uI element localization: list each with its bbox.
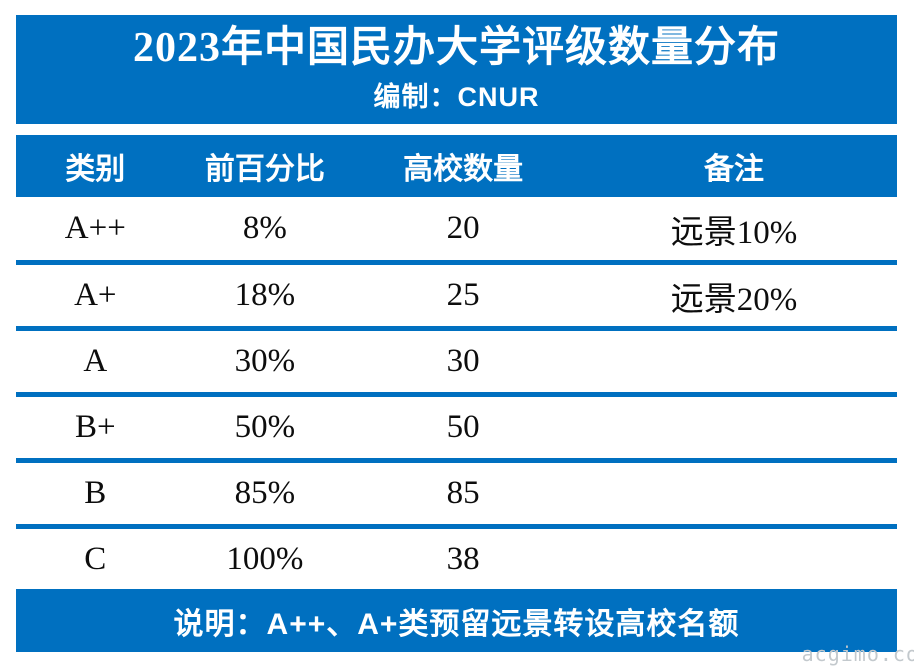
cell-category: A++ — [64, 210, 126, 246]
table-row: B 85% 85 — [16, 463, 897, 529]
cell-note: 远景10% — [670, 214, 798, 251]
page-title: 2023年中国民办大学评级数量分布 — [132, 25, 780, 72]
table-row: A 30% 30 — [16, 331, 897, 397]
table-body: A++ 8% 20 远景10% A+ 18% 25 远景20% A 30% 30… — [16, 197, 897, 589]
cell-count: 30 — [446, 343, 480, 379]
table-row: A+ 18% 25 远景20% — [16, 265, 897, 331]
table-row: A++ 8% 20 远景10% — [16, 197, 897, 265]
cell-count: 25 — [446, 277, 480, 313]
column-header-top-percentage: 前百分比 — [204, 153, 325, 186]
cell-count: 38 — [446, 540, 480, 577]
cell-percent: 8% — [242, 210, 287, 246]
cell-category: B+ — [74, 409, 116, 445]
cell-percent: 85% — [234, 475, 296, 511]
column-header-category: 类别 — [65, 153, 126, 186]
watermark: acgimo.co — [801, 642, 914, 666]
rating-table-infographic: 2023年中国民办大学评级数量分布 编制：CNUR 类别 前百分比 高校数量 备… — [16, 15, 914, 666]
cell-count: 85 — [446, 475, 480, 511]
cell-category: C — [84, 540, 107, 577]
cell-percent: 100% — [226, 540, 304, 577]
footer-note: 说明：A++、A+类预留远景转设高校名额 — [173, 607, 740, 641]
cell-percent: 18% — [234, 277, 296, 313]
page-subtitle: 编制：CNUR — [373, 81, 540, 112]
title-band: 2023年中国民办大学评级数量分布 编制：CNUR — [16, 15, 897, 124]
column-header-university-count: 高校数量 — [403, 153, 524, 186]
cell-count: 20 — [446, 210, 480, 246]
table-row: B+ 50% 50 — [16, 397, 897, 463]
column-header-remarks: 备注 — [704, 153, 764, 186]
cell-percent: 30% — [234, 343, 296, 379]
cell-percent: 50% — [234, 409, 296, 445]
cell-category: B — [84, 475, 107, 511]
cell-category: A — [83, 343, 108, 379]
cell-note: 远景20% — [670, 281, 798, 318]
cell-count: 50 — [446, 409, 480, 445]
cell-category: A+ — [74, 277, 117, 313]
table-row: C 100% 38 — [16, 529, 897, 589]
footer-note-band: 说明：A++、A+类预留远景转设高校名额 acgimo.co — [16, 589, 914, 666]
table-header-row: 类别 前百分比 高校数量 备注 — [16, 135, 897, 197]
